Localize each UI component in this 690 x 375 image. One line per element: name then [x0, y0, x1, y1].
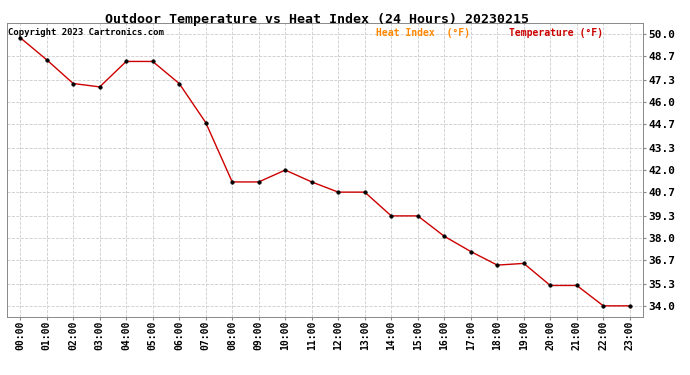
Text: Outdoor Temperature vs Heat Index (24 Hours) 20230215: Outdoor Temperature vs Heat Index (24 Ho… — [106, 13, 529, 26]
Text: Heat Index  (°F): Heat Index (°F) — [376, 28, 470, 38]
Text: Copyright 2023 Cartronics.com: Copyright 2023 Cartronics.com — [8, 28, 164, 37]
Text: Temperature (°F): Temperature (°F) — [509, 28, 604, 38]
